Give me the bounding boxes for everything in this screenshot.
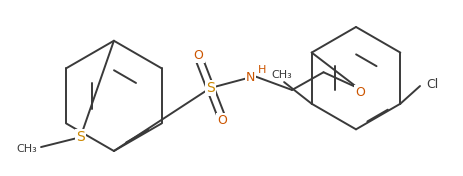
- Text: S: S: [76, 130, 85, 144]
- Text: S: S: [206, 81, 215, 95]
- Text: H: H: [257, 65, 266, 75]
- Text: CH₃: CH₃: [272, 70, 293, 80]
- Text: CH₃: CH₃: [16, 144, 37, 154]
- Text: O: O: [194, 49, 203, 62]
- Text: N: N: [246, 71, 256, 84]
- Text: Cl: Cl: [426, 78, 438, 91]
- Text: O: O: [217, 114, 227, 127]
- Text: O: O: [355, 86, 365, 99]
